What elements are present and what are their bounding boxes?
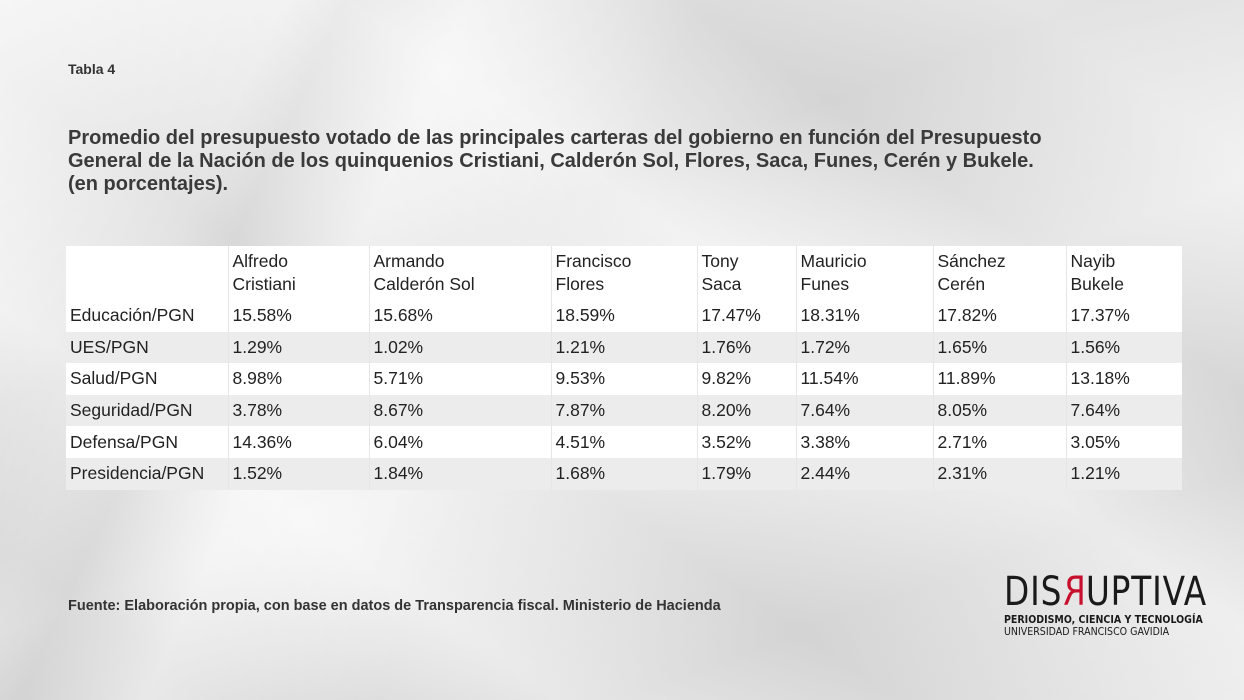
value-cell: 1.02% [368, 331, 551, 364]
value-cell: 1.79% [696, 457, 796, 490]
table-row: Educación/PGN 15.58% 15.68% 18.59% 17.47% 18.… [66, 300, 1182, 332]
value-cell: 13.18% [1065, 363, 1182, 395]
column-header: Tony Saca [696, 246, 796, 300]
table-title: Promedio del presupuesto votado de las p… [68, 127, 1168, 196]
logo-wordmark: DISRUPTIVA [1004, 569, 1206, 615]
value-cell: 1.29% [227, 331, 369, 364]
value-cell: 1.76% [696, 331, 796, 364]
value-cell: 1.72% [795, 331, 933, 364]
value-cell: 15.68% [368, 300, 551, 332]
value-cell: 17.37% [1065, 300, 1182, 332]
value-cell: 1.84% [368, 457, 551, 490]
value-cell: 1.21% [550, 331, 697, 364]
value-cell: 3.78% [227, 394, 369, 427]
title-line: General de la Nación de los quinquenios … [68, 150, 1034, 172]
source-note: Fuente: Elaboración propia, con base en … [68, 598, 721, 614]
row-label-cell: Educación/PGN [70, 305, 195, 326]
value-cell: 8.98% [227, 363, 369, 395]
table-body: Educación/PGN 15.58% 15.68% 18.59% 17.47% 18.… [66, 300, 1182, 490]
column-header-line: Alfredo [232, 251, 288, 271]
value-cell: 17.82% [932, 300, 1066, 332]
row-label-cell: UES/PGN [70, 336, 149, 357]
column-header-line: Cerén [937, 274, 986, 294]
logo-university: UNIVERSIDAD FRANCISCO GAVIDIA [1004, 625, 1170, 638]
value-cell: 9.82% [696, 363, 796, 395]
value-cell: 8.20% [696, 394, 796, 427]
column-header-line: Tony [701, 251, 739, 271]
column-header: Francisco Flores [550, 246, 697, 300]
value-cell: 9.53% [550, 363, 697, 395]
value-cell: 5.71% [368, 363, 551, 395]
column-header-line: Francisco [555, 251, 632, 271]
column-header-line: Sánchez [937, 251, 1006, 271]
column-header-line: Armando [373, 251, 445, 271]
row-label-cell: Defensa/PGN [70, 431, 178, 452]
value-cell: 18.59% [550, 300, 697, 332]
column-header [66, 246, 228, 300]
logo-text-part: UPTIVA [1085, 569, 1208, 615]
table-row: UES/PGN 1.29% 1.02% 1.21% 1.76% 1.72% 1.65% 1.5… [66, 331, 1182, 364]
logo-tagline: PERIODISMO, CIENCIA Y TECNOLOGÍA [1004, 613, 1203, 626]
value-cell: 15.58% [227, 300, 369, 332]
row-label-cell: Salud/PGN [70, 368, 158, 389]
column-header-line: Cristiani [232, 274, 296, 294]
value-cell: 1.52% [227, 457, 369, 490]
value-cell: 7.87% [550, 394, 697, 427]
column-header-line: Bukele [1070, 274, 1125, 294]
table-row: Salud/PGN 8.98% 5.71% 9.53% 9.82% 11.54% 11.89… [66, 363, 1182, 395]
column-header: Nayib Bukele [1065, 246, 1182, 300]
value-cell: 2.44% [795, 457, 933, 490]
value-cell: 2.71% [932, 426, 1066, 458]
value-cell: 1.65% [932, 331, 1066, 364]
value-cell: 3.52% [696, 426, 796, 458]
value-cell: 14.36% [227, 426, 369, 458]
value-cell: 1.21% [1065, 457, 1182, 490]
value-cell: 2.31% [932, 457, 1066, 490]
logo-reversed-r: R [1062, 569, 1086, 615]
value-cell: 7.64% [1065, 394, 1182, 427]
budget-table: Alfredo Cristiani Armando Calderón Sol Franc… [66, 246, 1182, 490]
column-header-line: Saca [701, 274, 742, 294]
table-row: Defensa/PGN 14.36% 6.04% 4.51% 3.52% 3.38% 2.7… [66, 426, 1182, 458]
column-header-line: Mauricio [800, 251, 867, 271]
value-cell: 17.47% [696, 300, 796, 332]
title-line: Promedio del presupuesto votado de las p… [68, 127, 1042, 149]
table-row: Presidencia/PGN 1.52% 1.84% 1.68% 1.79% 2.44%… [66, 457, 1182, 490]
value-cell: 6.04% [368, 426, 551, 458]
value-cell: 11.89% [932, 363, 1066, 395]
table-header-row: Alfredo Cristiani Armando Calderón Sol Franc… [66, 246, 1182, 300]
value-cell: 1.56% [1065, 331, 1182, 364]
logo-text-part: DIS [1004, 569, 1063, 615]
title-line: (en porcentajes). [68, 173, 229, 195]
column-header-line: Funes [800, 274, 850, 294]
value-cell: 8.67% [368, 394, 551, 427]
value-cell: 1.68% [550, 457, 697, 490]
column-header: Alfredo Cristiani [227, 246, 369, 300]
row-label-cell: Seguridad/PGN [70, 400, 193, 421]
column-header: Armando Calderón Sol [368, 246, 551, 300]
column-header: Sánchez Cerén [932, 246, 1066, 300]
table-row: Seguridad/PGN 3.78% 8.67% 7.87% 8.20% 7.64% 8.… [66, 394, 1182, 427]
row-label-cell: Presidencia/PGN [70, 463, 205, 484]
disruptiva-logo: DISRUPTIVA PERIODISMO, CIENCIA Y TECNOLO… [1004, 569, 1206, 638]
column-header-line: Flores [555, 274, 605, 294]
value-cell: 3.05% [1065, 426, 1182, 458]
value-cell: 4.51% [550, 426, 697, 458]
column-header-line: Nayib [1070, 251, 1116, 271]
column-header: Mauricio Funes [795, 246, 933, 300]
value-cell: 8.05% [932, 394, 1066, 427]
value-cell: 3.38% [795, 426, 933, 458]
column-header-line: Calderón Sol [373, 274, 475, 294]
value-cell: 11.54% [795, 363, 933, 395]
value-cell: 7.64% [795, 394, 933, 427]
table-label: Tabla 4 [68, 61, 116, 77]
value-cell: 18.31% [795, 300, 933, 332]
